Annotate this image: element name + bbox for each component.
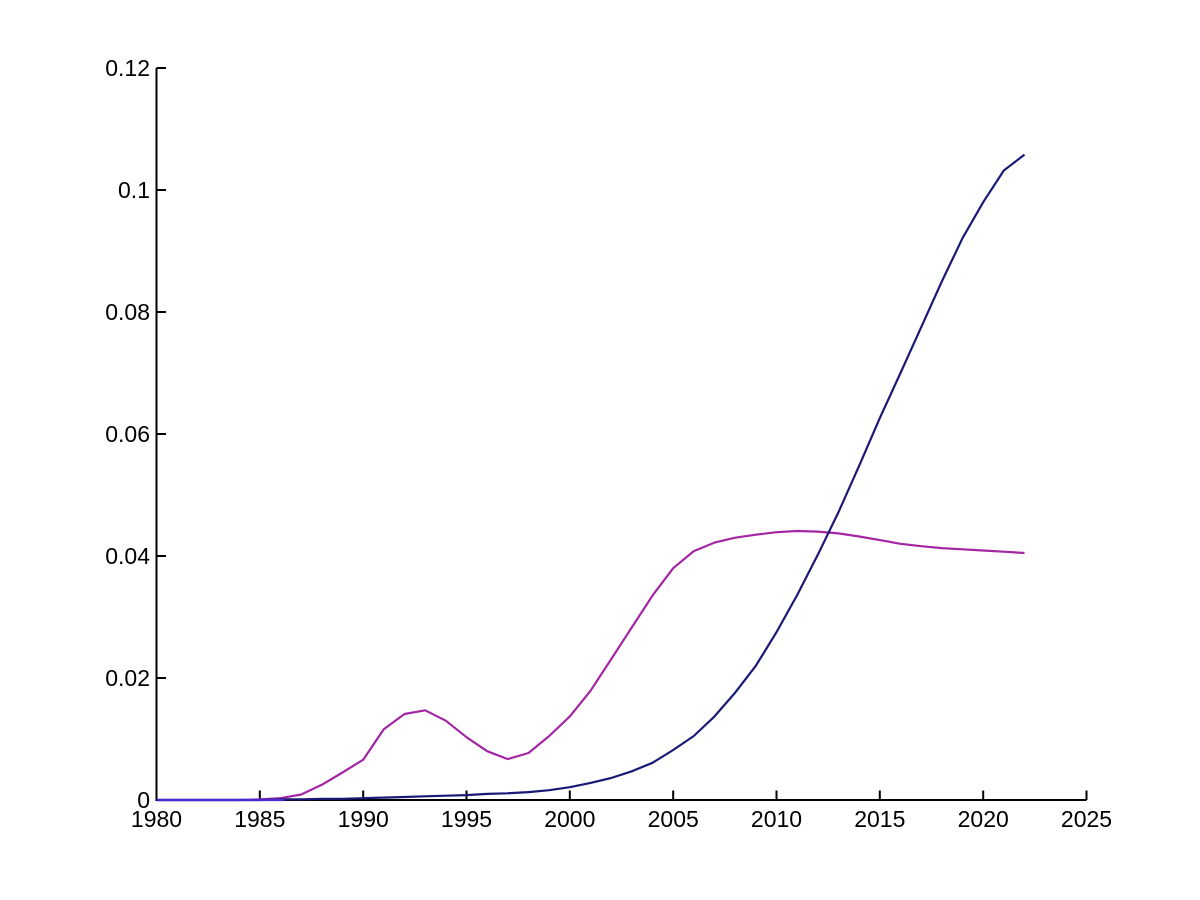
svg-text:0: 0 bbox=[137, 787, 150, 813]
svg-text:1980: 1980 bbox=[131, 806, 182, 832]
svg-text:0.12: 0.12 bbox=[105, 55, 150, 81]
svg-text:0.08: 0.08 bbox=[105, 299, 150, 325]
svg-text:0.04: 0.04 bbox=[105, 543, 150, 569]
svg-text:2025: 2025 bbox=[1061, 806, 1112, 832]
svg-text:0.02: 0.02 bbox=[105, 665, 150, 691]
svg-text:1990: 1990 bbox=[338, 806, 389, 832]
svg-text:0.06: 0.06 bbox=[105, 421, 150, 447]
svg-text:0.1: 0.1 bbox=[118, 177, 150, 203]
svg-text:1995: 1995 bbox=[441, 806, 492, 832]
svg-text:1985: 1985 bbox=[234, 806, 285, 832]
svg-text:2005: 2005 bbox=[648, 806, 699, 832]
svg-text:2000: 2000 bbox=[544, 806, 595, 832]
svg-text:2010: 2010 bbox=[751, 806, 802, 832]
svg-text:2020: 2020 bbox=[958, 806, 1009, 832]
svg-text:2015: 2015 bbox=[854, 806, 905, 832]
